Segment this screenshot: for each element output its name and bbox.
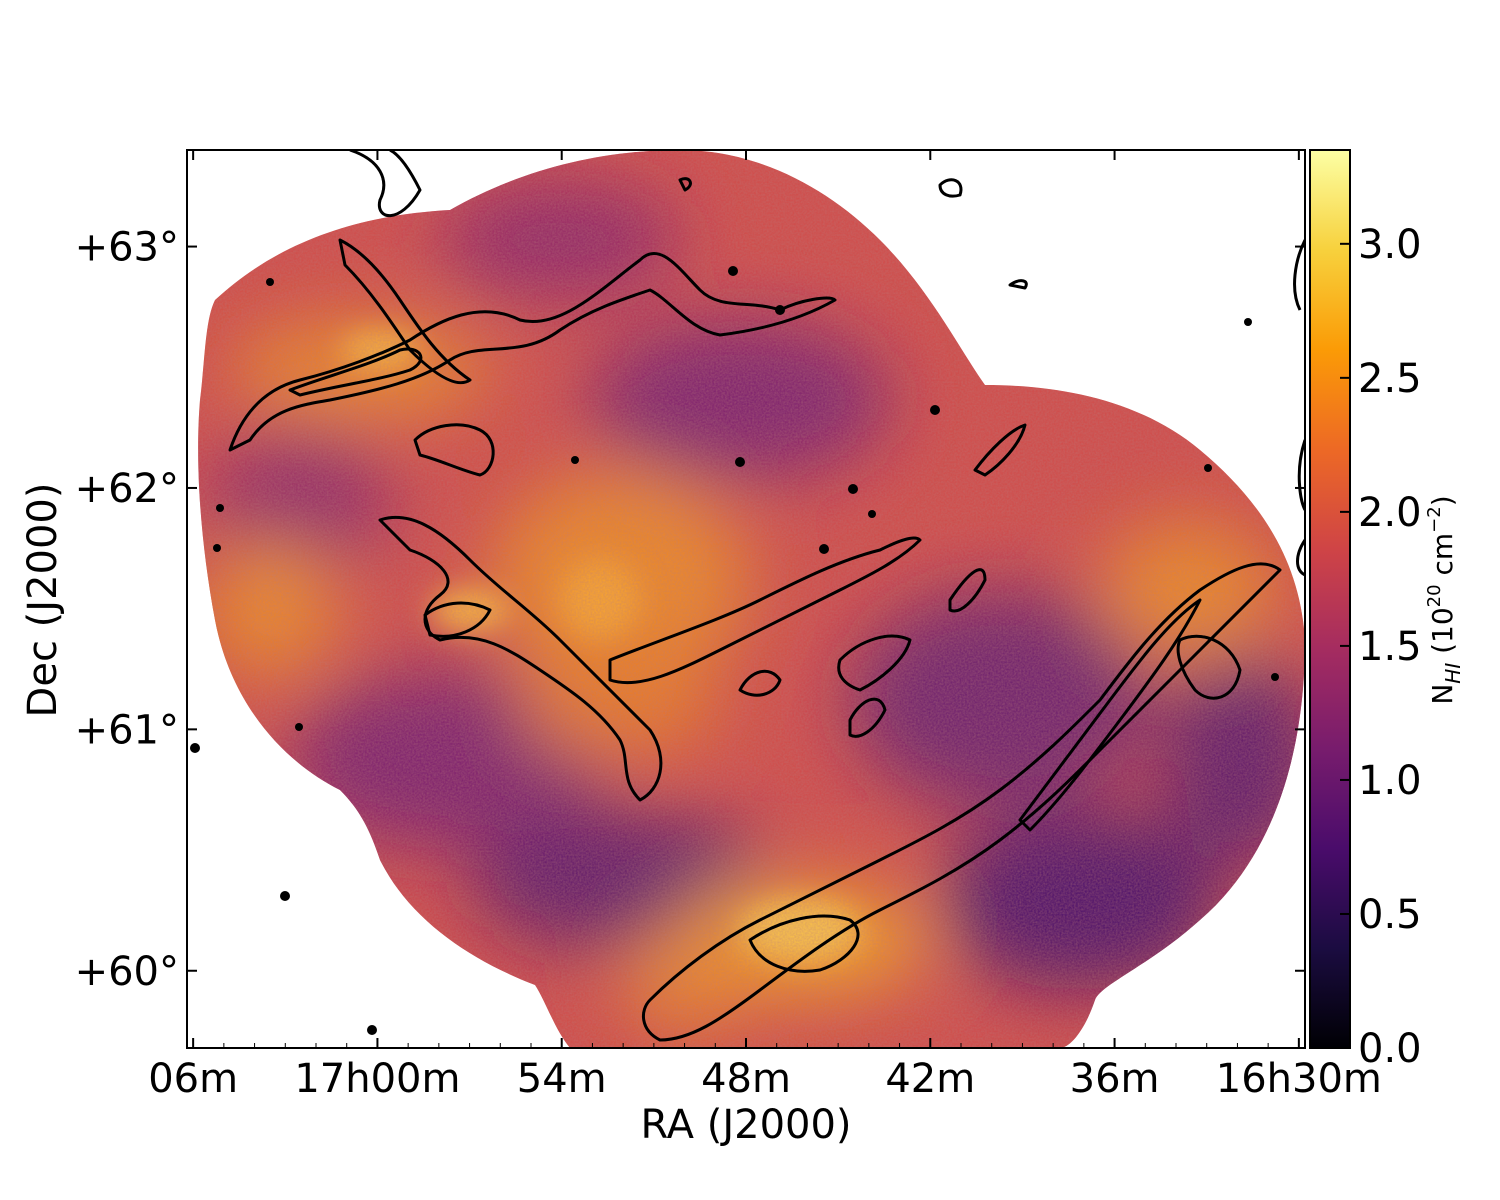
- point-source: [1271, 673, 1279, 681]
- colorbar-ticks: 0.0 0.5 1.0 1.5 2.0 2.5 3.0: [1340, 222, 1422, 1072]
- y-tick-label: +60°: [75, 949, 179, 995]
- colorbar-label-exp2: −2: [1424, 506, 1445, 533]
- colorbar-bar: [1310, 150, 1350, 1048]
- contour-streak-east: [973, 423, 1027, 477]
- contour-islet-1: [678, 177, 692, 192]
- plot-area: [190, 150, 1305, 1048]
- point-source: [735, 457, 745, 467]
- contour-southeast-blob: [1176, 634, 1242, 700]
- colorbar-label: NHI (1020 cm−2): [1424, 495, 1465, 704]
- colorbar-label-sub: HI: [1441, 663, 1465, 684]
- point-source: [280, 891, 290, 901]
- colorbar-label-n: N: [1426, 684, 1459, 705]
- point-source: [367, 1025, 377, 1035]
- contour-islet-4: [738, 669, 782, 697]
- point-source: [266, 278, 274, 286]
- contour-top-edge: [349, 150, 422, 218]
- point-source: [1244, 318, 1252, 326]
- contour-blob-b: [837, 634, 912, 692]
- contour-blob-c: [848, 697, 887, 738]
- colorbar-tick-label: 3.0: [1358, 222, 1422, 268]
- colorbar-label-mid: cm: [1426, 533, 1459, 585]
- heatmap-image: [198, 150, 1305, 1048]
- contour-streak-east2: [948, 568, 987, 613]
- point-source: [930, 405, 940, 415]
- contour-lines: [228, 150, 1305, 1042]
- colorbar-tick-label: 0.0: [1358, 1026, 1422, 1072]
- point-source: [295, 723, 303, 731]
- y-axis-label: Dec (J2000): [20, 483, 66, 718]
- heatmap-noise: [198, 150, 1305, 1048]
- x-tick-label: 16h30m: [1216, 1056, 1382, 1102]
- point-source: [728, 266, 738, 276]
- contour-southeast-inner: [748, 914, 860, 973]
- colorbar-frame: [1309, 149, 1351, 1049]
- x-tick-label: 06m: [148, 1056, 238, 1102]
- y-axis-ticks: +63° +62° +61° +60°: [75, 225, 1305, 995]
- x-tick-label: 36m: [1070, 1056, 1160, 1102]
- colorbar-tick-label: 2.0: [1358, 490, 1422, 536]
- contour-filament-north: [228, 252, 837, 452]
- point-source: [868, 510, 876, 518]
- contour-central-inner: [423, 601, 492, 638]
- x-tick-label: 17h00m: [294, 1056, 460, 1102]
- contour-filament-north-inner: [288, 347, 423, 397]
- y-tick-label: +61°: [75, 707, 179, 753]
- contour-southeast-ridge: [1018, 598, 1202, 832]
- point-source: [775, 305, 785, 315]
- x-tick-label: 42m: [885, 1056, 975, 1102]
- colorbar-tick-label: 1.5: [1358, 624, 1422, 670]
- contour-filament-mid-east: [608, 536, 922, 685]
- x-tick-label: 48m: [701, 1056, 791, 1102]
- colorbar-tick-label: 0.5: [1358, 892, 1422, 938]
- point-source: [190, 743, 200, 753]
- colorbar-tick-label: 2.5: [1358, 356, 1422, 402]
- point-source: [213, 544, 221, 552]
- contour-blob-a: [413, 423, 495, 477]
- contour-right-edge: [1293, 239, 1305, 577]
- point-sources: [190, 266, 1279, 1035]
- y-tick-label: +62°: [75, 466, 179, 512]
- x-axis-label: RA (J2000): [640, 1102, 851, 1148]
- colorbar-label-prefix: (10: [1426, 607, 1459, 662]
- colorbar-label-suffix: ): [1426, 495, 1459, 506]
- point-source: [848, 484, 858, 494]
- colorbar: 0.0 0.5 1.0 1.5 2.0 2.5 3.0 NHI (1020 cm−2): [1309, 149, 1465, 1072]
- x-axis-ticks: 06m 17h00m 54m 48m 42m 36m 16h30m: [148, 150, 1382, 1102]
- point-source: [216, 504, 224, 512]
- contour-filament-southeast: [641, 562, 1282, 1042]
- x-tick-label: 54m: [517, 1056, 607, 1102]
- colorbar-tick-label: 1.0: [1358, 758, 1422, 804]
- contour-islet-2: [938, 178, 963, 198]
- point-source: [819, 544, 829, 554]
- contour-islet-3: [1008, 279, 1028, 290]
- y-tick-label: +63°: [75, 225, 179, 271]
- point-source: [1204, 464, 1212, 472]
- point-source: [571, 456, 579, 464]
- contour-filament-northwest: [338, 238, 472, 385]
- colorbar-label-exp: 20: [1424, 584, 1445, 607]
